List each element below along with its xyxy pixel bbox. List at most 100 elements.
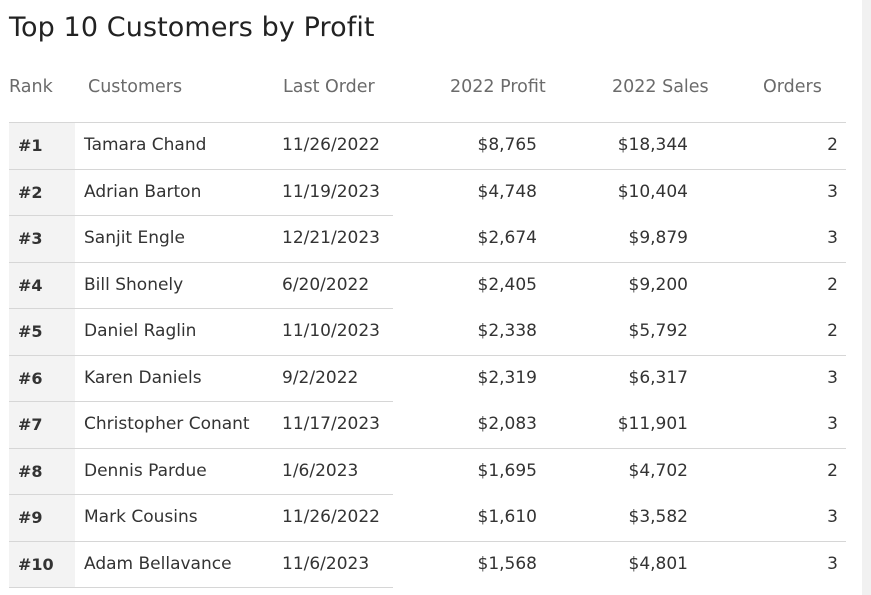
- profit-cell: $2,083: [477, 414, 537, 434]
- table-row[interactable]: #8 Dennis Pardue 1/6/2023 $1,695 $4,702 2: [9, 447, 846, 494]
- customer-table: #1 Tamara Chand 11/26/2022 $8,765 $18,344 2 #2…: [9, 122, 846, 587]
- table-row[interactable]: #9 Mark Cousins 11/26/2022 $1,610 $3,582 3: [9, 494, 846, 541]
- customer-cell: Tamara Chand: [84, 135, 207, 155]
- profit-cell: $1,695: [477, 460, 537, 481]
- rank-cell: #4: [18, 275, 43, 295]
- customer-cell: Sanjit Engle: [84, 228, 185, 248]
- row-divider: [9, 215, 393, 216]
- orders-cell: 3: [827, 414, 838, 434]
- rank-cell-background: [9, 540, 75, 587]
- rank-cell: #5: [18, 322, 43, 341]
- rank-cell: #10: [18, 554, 54, 574]
- orders-cell: 3: [827, 367, 838, 388]
- last-order-cell: 9/2/2022: [282, 367, 359, 388]
- sales-cell: $6,317: [628, 367, 688, 388]
- orders-cell: 3: [827, 228, 838, 248]
- rank-cell-background: [9, 401, 75, 448]
- last-order-cell: 6/20/2022: [282, 274, 370, 295]
- rank-cell-background: [9, 168, 75, 215]
- last-order-cell: 1/6/2023: [282, 460, 359, 481]
- table-row[interactable]: #2 Adrian Barton 11/19/2023 $4,748 $10,404 3: [9, 168, 846, 215]
- customer-cell: Karen Daniels: [84, 367, 202, 388]
- last-order-cell: 11/26/2022: [282, 507, 380, 527]
- rank-cell: #3: [18, 229, 43, 248]
- profit-cell: $2,674: [477, 228, 537, 248]
- customer-cell: Adam Bellavance: [84, 553, 232, 574]
- customer-cell: Dennis Pardue: [84, 460, 207, 481]
- orders-cell: 3: [827, 553, 838, 574]
- row-divider: [9, 354, 846, 356]
- rank-cell: #9: [18, 508, 43, 527]
- profit-cell: $4,748: [477, 181, 537, 202]
- sales-cell: $5,792: [628, 321, 688, 341]
- table-row[interactable]: #6 Karen Daniels 9/2/2022 $2,319 $6,317 3: [9, 354, 846, 401]
- row-divider: [9, 168, 846, 170]
- sales-cell: $3,582: [628, 507, 688, 527]
- last-order-cell: 11/19/2023: [282, 181, 380, 202]
- last-order-cell: 11/6/2023: [282, 553, 370, 574]
- rank-cell-background: [9, 354, 75, 401]
- sales-cell: $9,879: [628, 228, 688, 248]
- table-bottom-border: [9, 587, 393, 588]
- row-divider: [9, 494, 393, 495]
- column-header-customers[interactable]: Customers: [88, 77, 183, 97]
- rank-cell-background: [9, 215, 75, 262]
- last-order-cell: 11/26/2022: [282, 135, 380, 155]
- orders-cell: 2: [827, 274, 838, 295]
- customer-cell: Daniel Raglin: [84, 321, 197, 341]
- table-row[interactable]: #3 Sanjit Engle 12/21/2023 $2,674 $9,879 3: [9, 215, 846, 262]
- profit-cell: $2,338: [477, 321, 537, 341]
- sales-cell: $4,801: [628, 553, 688, 574]
- profit-cell: $1,610: [477, 507, 537, 527]
- rank-cell: #1: [18, 136, 43, 155]
- customer-cell: Mark Cousins: [84, 507, 198, 527]
- table-header: Rank Customers Last Order 2022 Profit 20…: [0, 70, 862, 106]
- profit-cell: $2,405: [477, 274, 537, 295]
- sales-cell: $10,404: [617, 181, 688, 202]
- rank-cell-background: [9, 447, 75, 494]
- sales-cell: $11,901: [617, 414, 688, 434]
- sales-cell: $4,702: [628, 460, 688, 481]
- column-header-profit[interactable]: 2022 Profit: [450, 77, 546, 97]
- profit-cell: $8,765: [477, 135, 537, 155]
- customer-cell: Bill Shonely: [84, 274, 184, 295]
- rank-cell: #6: [18, 368, 43, 388]
- table-row[interactable]: #5 Daniel Raglin 11/10/2023 $2,338 $5,792 2: [9, 308, 846, 355]
- table-row[interactable]: #10 Adam Bellavance 11/6/2023 $1,568 $4,801 3: [9, 540, 846, 587]
- row-divider: [9, 122, 846, 123]
- row-divider: [9, 261, 846, 263]
- rank-cell-background: [9, 122, 75, 169]
- rank-cell: #2: [18, 182, 43, 202]
- orders-cell: 2: [827, 135, 838, 155]
- scroll-gutter: [862, 0, 871, 595]
- last-order-cell: 11/10/2023: [282, 321, 380, 341]
- column-header-sales[interactable]: 2022 Sales: [612, 77, 709, 97]
- page-title: Top 10 Customers by Profit: [9, 12, 375, 43]
- rank-cell-background: [9, 261, 75, 308]
- rank-cell-background: [9, 494, 75, 541]
- orders-cell: 2: [827, 321, 838, 341]
- column-header-orders[interactable]: Orders: [763, 77, 822, 97]
- profit-cell: $2,319: [477, 367, 537, 388]
- customer-cell: Adrian Barton: [84, 181, 202, 202]
- row-divider: [9, 308, 393, 309]
- row-divider: [9, 540, 846, 542]
- table-row[interactable]: #4 Bill Shonely 6/20/2022 $2,405 $9,200 2: [9, 261, 846, 308]
- profit-cell: $1,568: [477, 553, 537, 574]
- rank-cell: #7: [18, 415, 43, 434]
- last-order-cell: 12/21/2023: [282, 228, 380, 248]
- orders-cell: 3: [827, 181, 838, 202]
- orders-cell: 2: [827, 460, 838, 481]
- column-header-last-order[interactable]: Last Order: [283, 77, 375, 97]
- last-order-cell: 11/17/2023: [282, 414, 380, 434]
- customer-cell: Christopher Conant: [84, 414, 250, 434]
- orders-cell: 3: [827, 507, 838, 527]
- rank-cell-background: [9, 308, 75, 355]
- column-header-rank[interactable]: Rank: [9, 77, 53, 97]
- row-divider: [9, 447, 846, 449]
- table-row[interactable]: #7 Christopher Conant 11/17/2023 $2,083 $11,…: [9, 401, 846, 448]
- sales-cell: $9,200: [628, 274, 688, 295]
- table-row[interactable]: #1 Tamara Chand 11/26/2022 $8,765 $18,344 2: [9, 122, 846, 169]
- rank-cell: #8: [18, 461, 43, 481]
